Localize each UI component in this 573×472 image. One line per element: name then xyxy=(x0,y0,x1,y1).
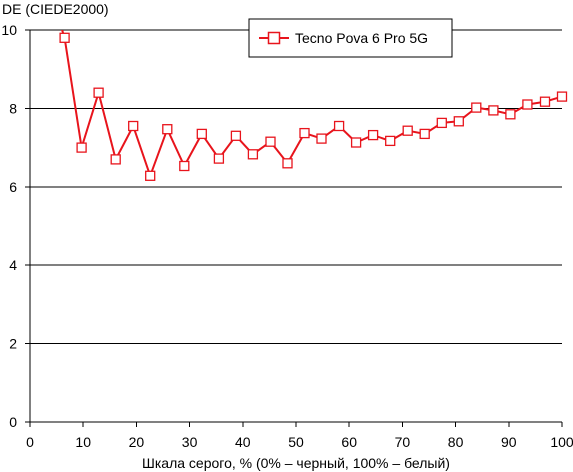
x-tick-label-20: 20 xyxy=(129,434,145,450)
legend-label: Tecno Pova 6 Pro 5G xyxy=(295,30,428,46)
y-tick-label-6: 6 xyxy=(9,179,17,195)
legend-marker xyxy=(267,31,281,45)
x-tick-label-100: 100 xyxy=(550,434,573,450)
x-tick-label-10: 10 xyxy=(75,434,91,450)
data-point-0-8 xyxy=(179,160,190,172)
data-point-0-21 xyxy=(402,125,413,136)
data-point-0-26 xyxy=(488,105,499,116)
data-point-0-1 xyxy=(59,32,70,43)
data-point-0-2 xyxy=(76,142,87,153)
data-point-0-28 xyxy=(522,99,533,110)
x-axis-title: Шкала серого, % (0% – черный, 100% – бел… xyxy=(142,455,450,471)
y-tick-label-10: 10 xyxy=(1,22,17,38)
data-point-0-5 xyxy=(128,120,139,132)
data-point-0-29 xyxy=(539,96,551,107)
data-point-0-13 xyxy=(265,136,276,147)
data-point-0-4 xyxy=(110,154,121,165)
data-point-0-14 xyxy=(282,158,293,169)
x-tick-label-70: 70 xyxy=(395,434,411,450)
y-tick-label-0: 0 xyxy=(9,414,17,430)
data-point-0-9 xyxy=(196,128,207,140)
legend: Tecno Pova 6 Pro 5G xyxy=(248,18,453,58)
marker-layer xyxy=(59,32,568,181)
x-tick-label-30: 30 xyxy=(182,434,198,450)
y-tick-label-2: 2 xyxy=(9,336,17,352)
data-point-0-16 xyxy=(316,133,327,144)
data-point-0-22 xyxy=(419,128,430,140)
data-point-0-25 xyxy=(471,102,482,113)
x-tick-label-0: 0 xyxy=(26,434,34,450)
data-point-0-27 xyxy=(505,109,516,120)
axes xyxy=(25,29,563,427)
data-point-0-10 xyxy=(213,153,225,164)
data-point-0-6 xyxy=(145,170,156,181)
data-point-0-12 xyxy=(247,149,259,160)
x-tick-label-60: 60 xyxy=(341,434,357,450)
x-tick-label-80: 80 xyxy=(448,434,464,450)
y-tick-label-4: 4 xyxy=(9,257,17,273)
data-point-0-15 xyxy=(299,127,310,139)
data-point-0-18 xyxy=(350,137,362,148)
data-point-0-17 xyxy=(333,120,345,132)
data-point-0-3 xyxy=(93,87,104,98)
x-tick-label-90: 90 xyxy=(501,434,517,450)
data-point-0-24 xyxy=(453,116,464,127)
data-point-0-19 xyxy=(367,129,379,141)
y-tick-label-8: 8 xyxy=(9,100,17,116)
tick-labels: 0 10 20 30 40 50 60 70 80 90 100 0 2 4 6 8 10 xyxy=(1,22,573,450)
data-point-0-20 xyxy=(385,135,396,147)
data-point-0-7 xyxy=(162,124,173,135)
y-axis-title: DE (CIEDE2000) xyxy=(2,1,109,17)
data-point-0-23 xyxy=(436,117,447,129)
x-tick-label-40: 40 xyxy=(235,434,251,450)
data-point-0-11 xyxy=(230,130,242,141)
data-point-0-30 xyxy=(556,91,568,102)
x-tick-label-50: 50 xyxy=(288,434,304,450)
